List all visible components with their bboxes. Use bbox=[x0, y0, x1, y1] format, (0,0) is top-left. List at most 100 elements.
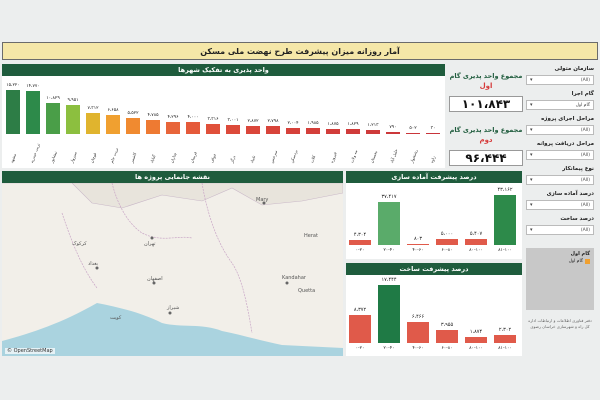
city-bar[interactable] bbox=[126, 118, 140, 134]
prep-bar-label: ۲۰-۴۰ bbox=[383, 248, 395, 253]
chevron-down-icon: ▾ bbox=[530, 77, 533, 83]
city-bar[interactable] bbox=[346, 128, 360, 134]
city-bar-label: درگز bbox=[229, 154, 237, 164]
city-bar[interactable] bbox=[186, 122, 200, 134]
filter-dropdown[interactable]: ▾ (All) bbox=[526, 225, 594, 235]
map-point bbox=[168, 311, 172, 315]
prep-bar[interactable] bbox=[436, 239, 458, 245]
city-bar[interactable] bbox=[406, 132, 420, 134]
build-bar[interactable] bbox=[465, 336, 487, 343]
city-bar[interactable] bbox=[286, 128, 300, 134]
build-bar-label: ۰-۲۰ bbox=[355, 346, 365, 351]
city-bar[interactable] bbox=[426, 133, 440, 134]
city-bar-label: زاوه bbox=[429, 155, 437, 164]
chevron-down-icon: ▾ bbox=[530, 152, 533, 158]
city-chart-header: واحد پذیری به تفکیک شهرها bbox=[2, 64, 445, 76]
map-svg bbox=[2, 183, 343, 356]
city-bar-label: سرخس bbox=[269, 149, 279, 164]
filter-dropdown-value: (All) bbox=[580, 77, 590, 83]
map-attribution[interactable]: © OpenStreetMap bbox=[5, 348, 55, 354]
map-label: بغداد bbox=[88, 261, 99, 267]
map-label: Quetta bbox=[298, 288, 316, 294]
filter-label: مراحل دریافت پروانه bbox=[536, 141, 594, 147]
city-bar-value: ۵،۵۲۲ bbox=[127, 111, 139, 117]
legend-item[interactable]: گام اول bbox=[569, 259, 590, 264]
city-bar[interactable] bbox=[146, 120, 160, 134]
build-bar-label: ۸۱-۱۰۰ bbox=[498, 346, 512, 351]
city-bar-value: ۱۰،۸۲۹ bbox=[46, 95, 60, 101]
prep-bar[interactable] bbox=[465, 238, 487, 245]
city-bar-label: کلات bbox=[309, 154, 317, 164]
filter-dropdown-value: (All) bbox=[580, 177, 590, 183]
map-point bbox=[150, 236, 154, 240]
prep-bar-value: ۸۰۳ bbox=[413, 235, 423, 242]
build-bar[interactable] bbox=[349, 315, 371, 343]
city-bar-value: ۶،۶۵۸ bbox=[107, 107, 119, 113]
build-bar[interactable] bbox=[378, 285, 400, 343]
legend-title: گام اول bbox=[570, 251, 590, 257]
city-bar[interactable] bbox=[6, 90, 20, 134]
city-bar[interactable] bbox=[206, 124, 220, 134]
map-label: اصفهان bbox=[147, 276, 163, 282]
map-point bbox=[262, 201, 266, 205]
map-label: تهران bbox=[144, 241, 156, 247]
filter-dropdown-value: (All) bbox=[580, 227, 590, 233]
prep-bar-label: ۴۰-۶۰ bbox=[412, 248, 424, 253]
city-bar-label: مه ولات bbox=[349, 149, 359, 164]
map-label: Herat bbox=[304, 233, 318, 239]
build-bar[interactable] bbox=[436, 329, 458, 343]
city-bar-label: نیشابور bbox=[49, 150, 58, 164]
prep-bar[interactable] bbox=[407, 243, 429, 245]
city-bar-value: ۹،۹۵۱ bbox=[67, 98, 79, 104]
filter-dropdown[interactable]: ▾ (All) bbox=[526, 150, 594, 160]
prep-bar[interactable] bbox=[494, 195, 516, 245]
city-bar-value: ۴،۲۹۶ bbox=[167, 114, 179, 120]
build-bar[interactable] bbox=[407, 321, 429, 343]
filter-label: سازمان متولی bbox=[554, 66, 594, 72]
city-bar-value: ۲،۰۰۴ bbox=[287, 121, 299, 127]
prep-bar-label: ۸۱-۱۰۰ bbox=[498, 248, 512, 253]
city-bar-value: ۷،۳۱۲ bbox=[87, 105, 99, 111]
filter-dropdown[interactable]: ▾ (All) bbox=[526, 125, 594, 135]
map-label: شیراز bbox=[167, 305, 180, 311]
city-bar-label: خواف bbox=[209, 152, 218, 164]
city-bar[interactable] bbox=[266, 125, 280, 134]
map-label: کویت bbox=[110, 315, 122, 321]
prep-bar-value: ۵،۰۰۰ bbox=[440, 231, 454, 238]
build-bar[interactable] bbox=[494, 335, 516, 343]
chevron-down-icon: ▾ bbox=[530, 102, 533, 108]
filter-dropdown-value: (All) bbox=[580, 127, 590, 133]
project-map[interactable]: Mary تهران بغداد اصفهان شیراز Kandahar Q… bbox=[2, 183, 343, 356]
filter-dropdown[interactable]: ▾ (All) bbox=[526, 75, 594, 85]
city-bar-value: ۱،۲۱۳ bbox=[367, 123, 379, 129]
prep-bar[interactable] bbox=[349, 240, 371, 245]
city-bar[interactable] bbox=[166, 121, 180, 134]
build-bar-value: ۸،۳۷۲ bbox=[353, 307, 367, 314]
city-bar[interactable] bbox=[66, 105, 80, 134]
map-label: Kandahar bbox=[282, 275, 306, 281]
city-bar[interactable] bbox=[306, 128, 320, 134]
build-bar-label: ۴۰-۶۰ bbox=[412, 346, 424, 351]
prep-bar-value: ۳۷،۴۱۷ bbox=[381, 193, 397, 200]
city-bar[interactable] bbox=[226, 125, 240, 134]
prep-bar-value: ۴۳،۱۶۲ bbox=[497, 187, 513, 193]
city-bar[interactable] bbox=[326, 128, 340, 134]
city-bar[interactable] bbox=[86, 112, 100, 134]
filter-dropdown[interactable]: ▾ گام اول bbox=[526, 100, 594, 110]
city-bar[interactable] bbox=[106, 114, 120, 134]
city-bar[interactable] bbox=[46, 102, 60, 134]
city-bar[interactable] bbox=[366, 130, 380, 134]
city-bar[interactable] bbox=[386, 131, 400, 134]
kpi-value-2: ۹۶،۴۴۴ bbox=[449, 150, 523, 166]
city-bar[interactable] bbox=[26, 91, 40, 134]
city-bar-label: کاشمر bbox=[129, 151, 138, 164]
city-bar[interactable] bbox=[246, 125, 260, 134]
filter-dropdown[interactable]: ▾ (All) bbox=[526, 200, 594, 210]
build-bar-value: ۳،۹۵۵ bbox=[440, 321, 454, 328]
build-bar-value: ۱،۸۷۴ bbox=[469, 328, 483, 335]
filter-dropdown[interactable]: ▾ (All) bbox=[526, 175, 594, 185]
city-bar-label: تربت جام bbox=[109, 147, 120, 164]
city-bar-label: گناباد bbox=[149, 154, 157, 164]
city-bar-label: بردسکن bbox=[289, 149, 299, 164]
prep-bar[interactable] bbox=[378, 201, 400, 245]
